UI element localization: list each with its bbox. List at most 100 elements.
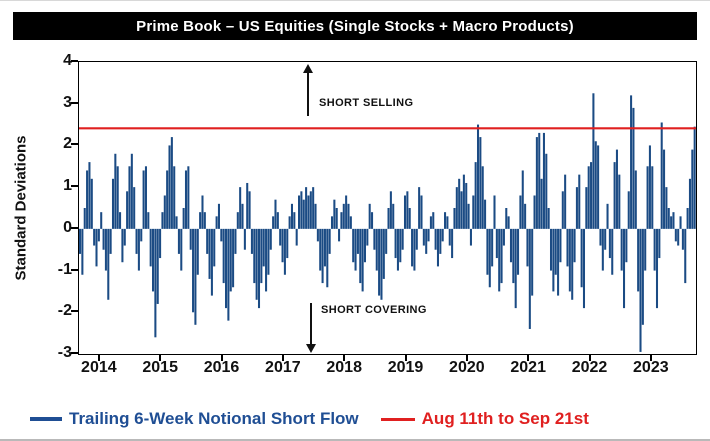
short-flow-bar <box>637 228 640 292</box>
short-flow-bar <box>342 203 345 229</box>
short-flow-bar <box>608 228 611 259</box>
chart-title: Prime Book – US Equities (Single Stocks … <box>136 17 574 35</box>
short-flow-bar <box>403 195 407 229</box>
short-flow-bar <box>389 191 392 229</box>
short-flow-bar <box>524 203 527 229</box>
short-flow-bar <box>599 228 602 246</box>
short-flow-bar <box>413 228 416 271</box>
short-flow-bar <box>330 216 334 229</box>
short-flow-bar <box>590 162 593 229</box>
short-flow-bar <box>677 228 680 246</box>
short-flow-bar <box>651 166 654 229</box>
short-flow-bar <box>283 228 286 275</box>
short-selling-arrowhead-icon <box>303 64 313 73</box>
short-flow-bar <box>276 212 279 229</box>
short-flow-bar <box>295 228 298 246</box>
short-flow-bar <box>102 228 105 250</box>
short-flow-bar <box>415 228 418 250</box>
short-flow-bar <box>104 228 107 271</box>
short-flow-bar <box>601 228 604 271</box>
short-flow-bar <box>396 228 399 271</box>
short-flow-bar <box>422 228 425 246</box>
short-flow-bar <box>90 178 93 229</box>
x-tick-mark <box>588 354 591 361</box>
short-flow-bar <box>356 228 359 254</box>
short-flow-bar <box>335 208 338 229</box>
x-tick-mark <box>404 354 407 361</box>
short-flow-bar <box>121 228 124 263</box>
short-flow-bar <box>655 228 659 309</box>
short-flow-bar <box>399 228 402 263</box>
short-flow-bar <box>488 228 491 288</box>
short-flow-bar <box>538 132 541 229</box>
y-tick-label: -2 <box>57 302 72 320</box>
short-flow-bar <box>213 228 216 267</box>
short-flow-bar <box>632 107 635 229</box>
short-flow-bar <box>307 195 310 229</box>
short-flow-bar <box>359 228 362 284</box>
short-flow-bar <box>568 228 571 292</box>
short-flow-bar <box>418 187 421 229</box>
short-flow-bar <box>542 132 545 229</box>
legend: Trailing 6-Week Notional Short Flow Aug … <box>30 406 589 432</box>
short-flow-bar <box>373 228 376 250</box>
short-flow-bar <box>594 141 597 229</box>
short-flow-bar <box>363 228 366 263</box>
short-flow-bar <box>215 216 218 229</box>
short-flow-bar <box>474 162 477 229</box>
short-flow-bar <box>502 228 505 246</box>
short-flow-bar <box>462 174 465 229</box>
short-flow-bar <box>130 153 133 229</box>
short-flow-bar <box>378 228 381 296</box>
y-tick-label: -1 <box>57 260 72 278</box>
short-flow-bar <box>168 145 171 229</box>
short-flow-bar <box>564 174 567 229</box>
short-flow-bar <box>493 195 496 229</box>
short-flow-bar <box>248 191 251 229</box>
short-flow-bar <box>686 208 689 229</box>
short-flow-bar <box>323 228 326 267</box>
short-flow-bar <box>526 228 529 267</box>
short-flow-bar <box>630 95 633 229</box>
short-flow-bar <box>116 166 119 229</box>
short-flow-bar <box>135 228 138 254</box>
short-flow-bar <box>166 170 169 229</box>
short-flow-bar <box>352 228 355 263</box>
short-flow-bar <box>615 149 618 229</box>
x-tick-label: 2021 <box>510 359 546 376</box>
short-flow-bar <box>184 170 188 229</box>
short-flow-bar <box>665 187 668 229</box>
blue-line-swatch-icon <box>30 417 62 421</box>
short-flow-bar <box>653 228 656 271</box>
short-flow-bar <box>460 191 463 229</box>
short-flow-bar <box>408 208 411 229</box>
short-flow-bar <box>88 162 91 229</box>
short-flow-bar <box>472 195 475 229</box>
short-flow-bar <box>540 178 543 229</box>
short-flow-bar <box>549 228 553 271</box>
short-flow-bar <box>679 216 682 229</box>
short-flow-bar <box>152 228 155 292</box>
x-tick-label: 2018 <box>326 359 362 376</box>
short-flow-bar <box>644 228 647 271</box>
short-flow-bar <box>467 203 470 229</box>
short-flow-bar <box>458 178 461 229</box>
y-tick-mark <box>71 143 78 146</box>
short-flow-bar <box>580 228 583 288</box>
short-flow-bar <box>210 228 213 296</box>
short-flow-bar <box>345 195 348 229</box>
short-covering-arrowhead-icon <box>306 344 316 353</box>
short-flow-bar <box>481 166 484 229</box>
short-flow-bar <box>387 208 390 229</box>
y-axis-title: Standard Deviations <box>12 135 30 281</box>
y-tick-mark <box>71 101 78 104</box>
legend-label-ref-period: Aug 11th to Sep 21st <box>421 409 589 428</box>
short-flow-bar <box>281 228 284 263</box>
short-flow-bar <box>97 228 100 242</box>
short-flow-bar <box>375 228 378 271</box>
short-flow-bar <box>86 170 89 229</box>
short-flow-bar <box>582 228 586 309</box>
short-flow-bar <box>154 228 157 338</box>
x-tick-label: 2023 <box>633 359 669 376</box>
